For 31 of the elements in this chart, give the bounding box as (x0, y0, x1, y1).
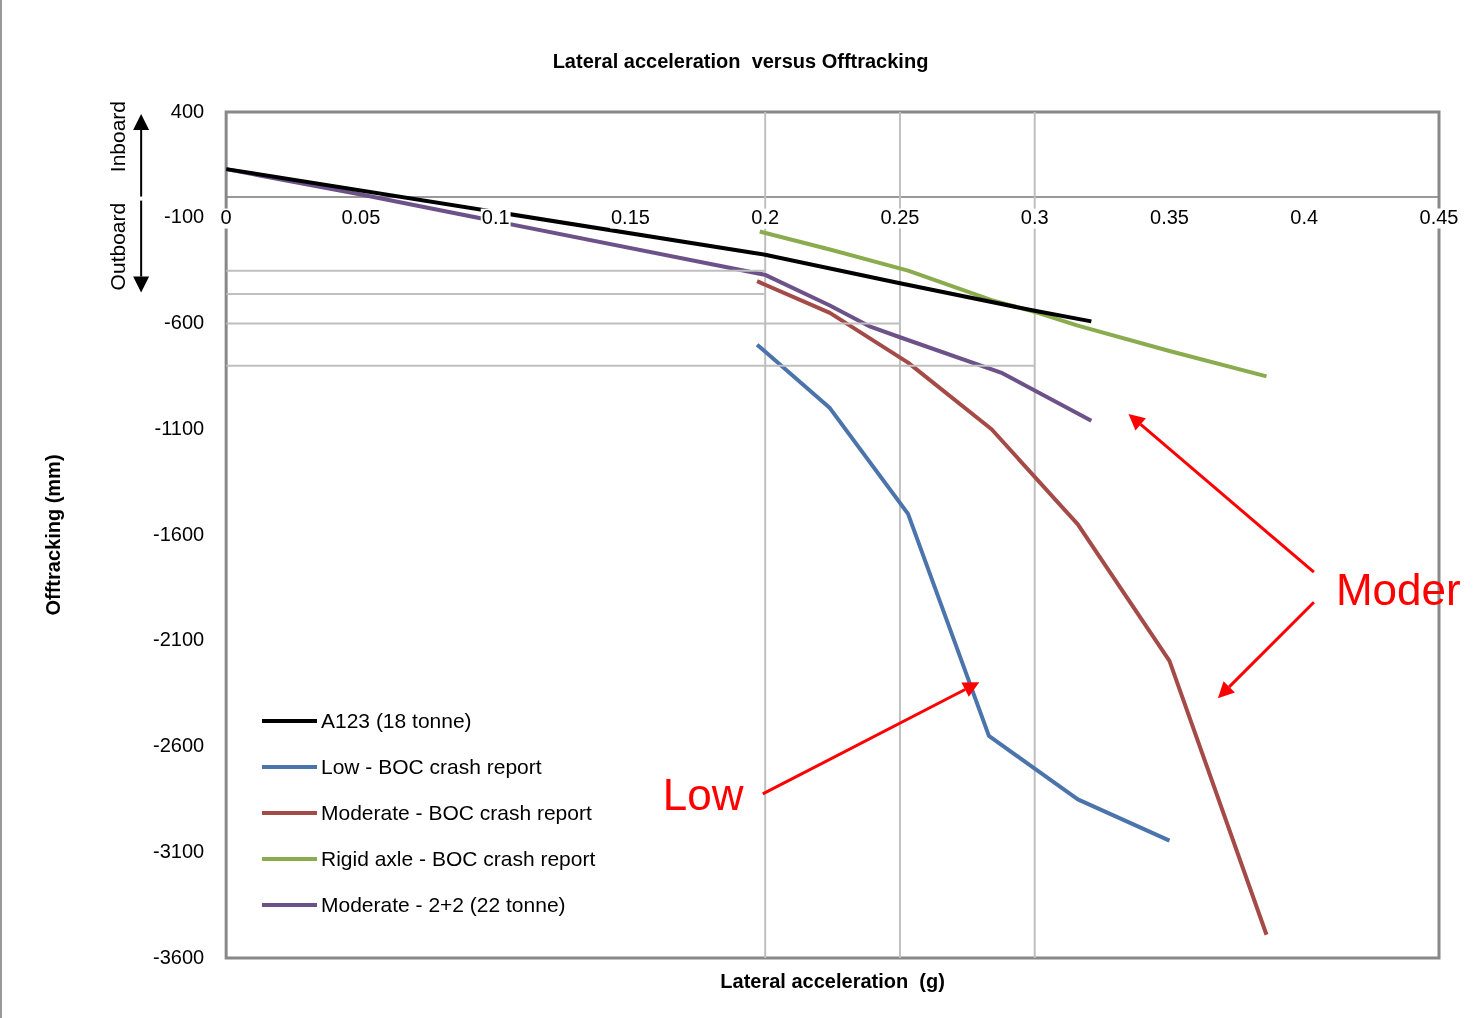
x-tick-label: 0.45 (1419, 206, 1459, 229)
y-tick-label: -1600 (153, 522, 205, 545)
text: Inboard (105, 100, 129, 173)
y-tick-label: -3600 (153, 945, 205, 968)
x-tick-label: 0.3 (1020, 206, 1049, 229)
y-tick-label: -3100 (153, 839, 205, 862)
legend-label: Moderate - BOC crash report (321, 801, 592, 825)
legend-label: Low - BOC crash report (321, 755, 542, 779)
x-tick-label: 0.2 (751, 206, 780, 229)
x-tick-label: 0.15 (610, 206, 650, 229)
x-tick-label: 0.1 (481, 206, 510, 229)
chart-title: Lateral acceleration versus Offtracking (552, 49, 929, 72)
text: Outboard (105, 202, 129, 291)
y-tick-label: -2600 (153, 734, 205, 757)
y-tick-label: -1100 (154, 416, 205, 439)
annotation: Moder (1335, 565, 1461, 615)
x-tick-label: 0.25 (880, 206, 920, 229)
y-tick-label: -2100 (153, 628, 205, 651)
x-tick-label: 0.05 (341, 206, 381, 229)
x-tick-label: 0.4 (1290, 206, 1319, 229)
y-tick-label: -100 (164, 205, 205, 228)
annotation: Low (662, 769, 744, 819)
legend-label: Rigid axle - BOC crash report (321, 847, 596, 871)
y-tick-label: 400 (170, 99, 205, 122)
y-axis-title: Offtracking (mm) (41, 454, 64, 616)
y-tick-label: -600 (164, 311, 205, 334)
legend-label: A123 (18 tonne) (321, 709, 472, 733)
x-axis-title: Lateral acceleration (g) (720, 970, 945, 992)
legend-label: Moderate - 2+2 (22 tonne) (321, 893, 566, 917)
x-tick-label: 0.35 (1150, 206, 1189, 229)
x-tick-label: 0 (220, 206, 232, 229)
